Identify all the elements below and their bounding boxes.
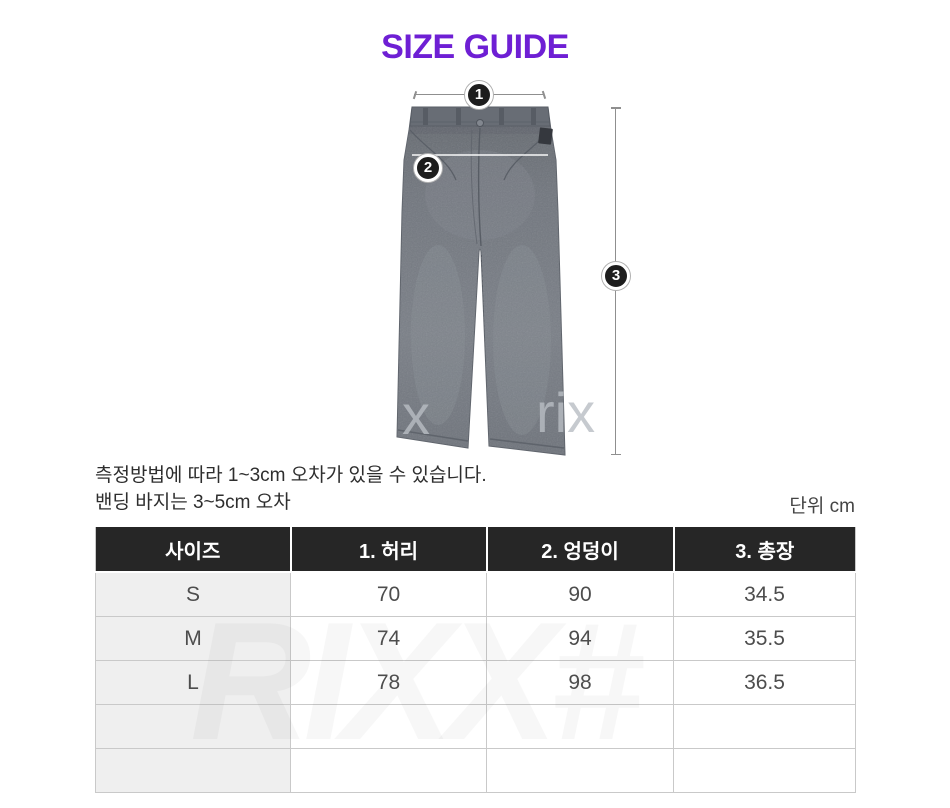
jeans-button [476, 119, 484, 127]
cell-hip: 90 [486, 571, 674, 617]
cell-hip [486, 704, 674, 749]
jeans-figure: x rix 1 2 3 [0, 0, 950, 470]
table-row-empty [95, 704, 856, 749]
cell-size: L [95, 660, 291, 705]
cell-waist: 78 [290, 660, 487, 705]
cell-size [95, 748, 291, 793]
unit-label: 단위 cm [789, 496, 855, 517]
header-size: 사이즈 [95, 525, 292, 573]
belt-loop [531, 108, 536, 125]
marker-3-length: 3 [602, 262, 630, 290]
cell-waist [290, 748, 487, 793]
cell-length: 34.5 [673, 571, 856, 617]
table-row-m: M 74 94 35.5 [95, 616, 856, 661]
table-row-s: S 70 90 34.5 [95, 571, 856, 617]
note-line-1: 측정방법에 따라 1~3cm 오차가 있을 수 있습니다. [95, 465, 487, 486]
marker-1-waist: 1 [465, 81, 493, 109]
cell-length: 35.5 [673, 616, 856, 661]
belt-loop [499, 108, 504, 125]
brand-patch [538, 127, 553, 145]
header-hip: 2. 엉덩이 [485, 525, 675, 573]
cell-hip: 94 [486, 616, 674, 661]
cell-hip: 98 [486, 660, 674, 705]
cell-waist: 70 [290, 571, 487, 617]
note-line-2: 밴딩 바지는 3~5cm 오차 [95, 492, 291, 513]
header-length: 3. 총장 [672, 525, 856, 573]
cell-size [95, 704, 291, 749]
cell-waist [290, 704, 487, 749]
size-table: 사이즈 1. 허리 2. 엉덩이 3. 총장 S 70 90 34.5 M 74… [95, 525, 856, 793]
page-title: SIZE GUIDE [381, 28, 569, 66]
jeans-fly [477, 127, 482, 247]
cell-size: S [95, 571, 291, 617]
marker-2-hip: 2 [414, 154, 442, 182]
leg-watermark-left: x [402, 383, 430, 446]
table-row-l: L 78 98 36.5 [95, 660, 856, 705]
measurement-notes: 측정방법에 따라 1~3cm 오차가 있을 수 있습니다. 밴딩 바지는 3~5… [95, 462, 487, 516]
jeans-waistband [409, 106, 551, 127]
header-waist: 1. 허리 [289, 525, 488, 573]
cell-waist: 74 [290, 616, 487, 661]
belt-loop [456, 108, 461, 125]
belt-loop [423, 108, 428, 125]
cell-hip [486, 748, 674, 793]
cell-length: 36.5 [673, 660, 856, 705]
cell-length [673, 704, 856, 749]
leg-watermark-right: rix [536, 381, 595, 444]
cell-length [673, 748, 856, 793]
table-header-row: 사이즈 1. 허리 2. 엉덩이 3. 총장 [95, 525, 856, 573]
cell-size: M [95, 616, 291, 661]
table-row-empty [95, 748, 856, 793]
